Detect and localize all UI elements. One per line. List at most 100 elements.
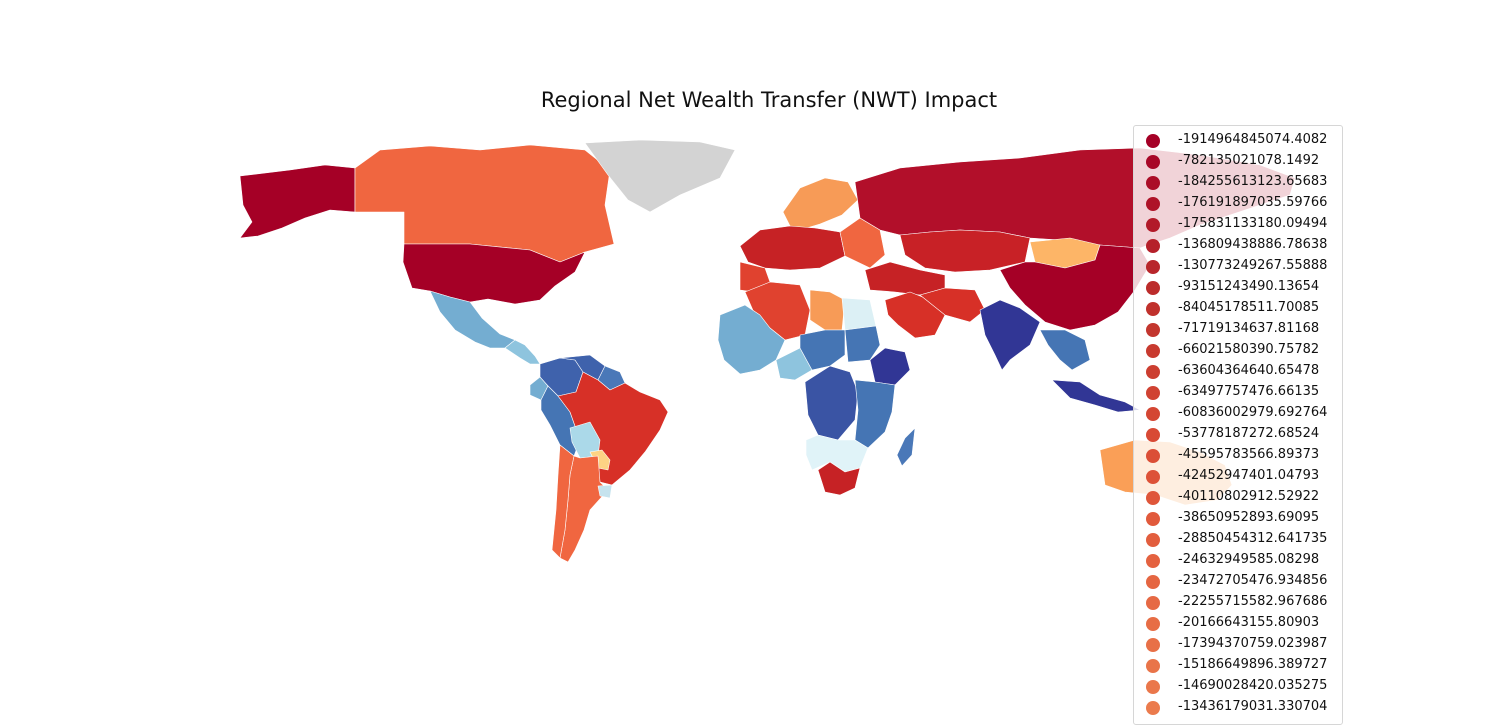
legend-label: -66021580390.75782 [1178,342,1320,357]
region-dr-congo [804,365,859,441]
legend-entry: -28850454312.641735 [1134,529,1344,550]
legend-marker [1146,533,1160,547]
legend-marker [1146,554,1160,568]
legend-marker [1146,491,1160,505]
legend-marker [1146,134,1160,148]
region-libya [809,289,846,331]
legend-label: -14690028420.035275 [1178,678,1328,693]
legend-label: -93151243490.13654 [1178,279,1320,294]
legend-entry: -93151243490.13654 [1134,277,1344,298]
legend-marker [1146,260,1160,274]
legend-marker [1146,365,1160,379]
legend-marker [1146,512,1160,526]
legend-entry: -17394370759.023987 [1134,634,1344,655]
legend-label: -60836002979.692764 [1178,405,1328,420]
legend-marker [1146,176,1160,190]
legend-marker [1146,281,1160,295]
legend-entry: -45595783566.89373 [1134,445,1344,466]
legend-marker [1146,701,1160,715]
region-scandinavia [782,177,859,231]
region-madagascar [896,427,916,467]
region-uruguay [597,484,613,499]
world-choropleth-map [239,139,1296,563]
legend-entry: -53778187272.68524 [1134,424,1344,445]
legend-label: -53778187272.68524 [1178,426,1320,441]
legend-label: -136809438886.78638 [1178,237,1328,252]
legend-label: -24632949585.08298 [1178,552,1320,567]
region-kazakhstan [899,229,1031,273]
legend-entry: -42452947401.04793 [1134,466,1344,487]
region-indonesia [1051,379,1141,413]
legend-label: -1914964845074.4082 [1178,132,1328,147]
legend-label: -22255715582.967686 [1178,594,1328,609]
legend-label: -42452947401.04793 [1178,468,1320,483]
legend-label: -13436179031.330704 [1178,699,1328,714]
region-central-africa [799,329,846,371]
legend-label: -184255613123.65683 [1178,174,1328,189]
legend-marker [1146,218,1160,232]
legend-marker [1146,428,1160,442]
legend-marker [1146,596,1160,610]
legend-label: -40110802912.52922 [1178,489,1320,504]
legend-label: -20166643155.80903 [1178,615,1320,630]
region-ethiopia [869,347,911,386]
legend-marker [1146,323,1160,337]
region-western-europe [739,225,846,271]
legend-marker [1146,239,1160,253]
legend-entry: -184255613123.65683 [1134,172,1344,193]
map-legend: -1914964845074.4082 -782135021078.1492 -18… [1133,125,1343,725]
legend-label: -175831133180.09494 [1178,216,1328,231]
legend-marker [1146,659,1160,673]
legend-marker [1146,680,1160,694]
region-alaska [239,164,356,239]
legend-label: -63497757476.66135 [1178,384,1320,399]
legend-entry: -66021580390.75782 [1134,340,1344,361]
region-chile [551,444,575,559]
region-east-africa [854,379,896,449]
legend-entry: -84045178511.70085 [1134,298,1344,319]
legend-entry: -63604364640.65478 [1134,361,1344,382]
legend-entry: -71719134637.81168 [1134,319,1344,340]
legend-entry: -60836002979.692764 [1134,403,1344,424]
legend-entry: -175831133180.09494 [1134,214,1344,235]
legend-marker [1146,470,1160,484]
legend-entry: -40110802912.52922 [1134,487,1344,508]
region-south-africa [817,461,861,496]
legend-entry: -38650952893.69095 [1134,508,1344,529]
legend-entry: -136809438886.78638 [1134,235,1344,256]
legend-marker [1146,344,1160,358]
region-india [979,299,1041,371]
legend-entry: -14690028420.035275 [1134,676,1344,697]
legend-label: -17394370759.023987 [1178,636,1328,651]
legend-marker [1146,575,1160,589]
legend-label: -28850454312.641735 [1178,531,1328,546]
legend-entry: -63497757476.66135 [1134,382,1344,403]
legend-label: -45595783566.89373 [1178,447,1320,462]
legend-label: -63604364640.65478 [1178,363,1320,378]
legend-marker [1146,197,1160,211]
legend-label: -15186649896.389727 [1178,657,1328,672]
legend-entry: -24632949585.08298 [1134,550,1344,571]
legend-marker [1146,386,1160,400]
region-nigeria [775,347,813,381]
legend-label: -84045178511.70085 [1178,300,1320,315]
region-united-states [402,243,586,305]
region-sudan [844,325,881,363]
region-southeast-asia [1039,329,1091,371]
legend-marker [1146,155,1160,169]
legend-marker [1146,638,1160,652]
legend-label: -23472705476.934856 [1178,573,1328,588]
region-greenland [584,139,736,213]
legend-entry: -782135021078.1492 [1134,151,1344,172]
legend-entry: -1914964845074.4082 [1134,130,1344,151]
legend-label: -71719134637.81168 [1178,321,1320,336]
legend-marker [1146,407,1160,421]
region-saudi-arabia [884,291,946,339]
legend-label: -130773249267.55888 [1178,258,1328,273]
legend-label: -176191897035.59766 [1178,195,1328,210]
legend-entry: -176191897035.59766 [1134,193,1344,214]
legend-marker [1146,449,1160,463]
legend-entry: -15186649896.389727 [1134,655,1344,676]
legend-label: -38650952893.69095 [1178,510,1320,525]
legend-label: -782135021078.1492 [1178,153,1320,168]
